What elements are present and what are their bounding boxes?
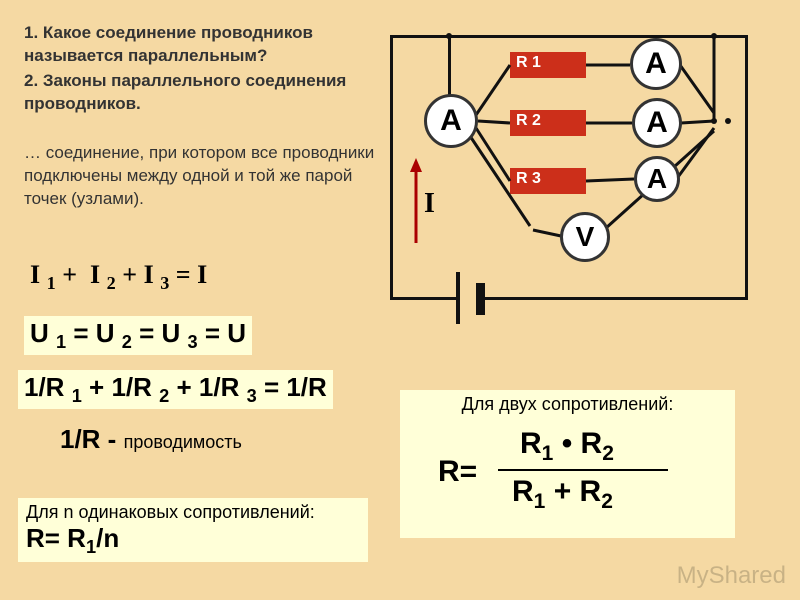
voltmeter: V [560, 212, 610, 262]
ammeter-3: A [634, 156, 680, 202]
formula-resistance: 1/R 1 + 1/R 2 + 1/R 3 = 1/R [18, 370, 333, 409]
ammeter-main: A [424, 94, 478, 148]
formula-current: I 1 + I 2 + I 3 = I [30, 260, 207, 294]
conductivity-label: 1/R - проводимость [60, 424, 242, 455]
watermark: MyShared [677, 562, 786, 590]
formula-voltage: U 1 = U 2 = U 3 = U [24, 316, 252, 355]
n-identical-box: Для n одинаковых сопротивлений: R= R1/n [18, 498, 368, 562]
fraction-line [498, 469, 668, 471]
node-right [711, 118, 717, 124]
node-right-out [725, 118, 731, 124]
ammeter-2: A [632, 98, 682, 148]
two-res-box: Для двух сопротивлений: R= R1 • R2 R1 + … [400, 390, 735, 538]
ammeter-1: A [630, 38, 682, 90]
